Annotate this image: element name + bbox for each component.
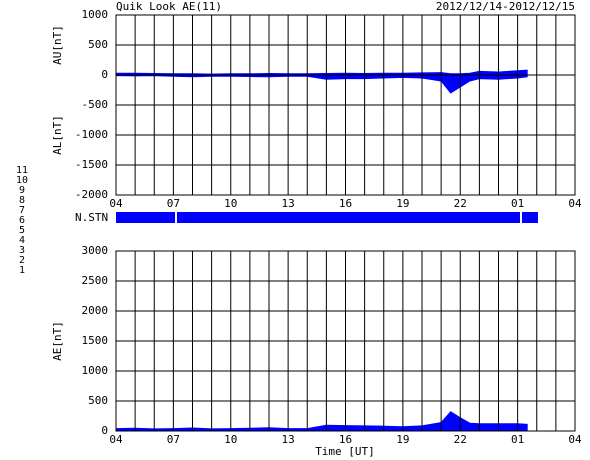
x-tick-label: 13: [282, 197, 295, 210]
y-axis-label: AE[nT]: [51, 321, 64, 361]
x-tick-label: 04: [568, 197, 582, 210]
date-range: 2012/12/14-2012/12/15: [436, 0, 575, 13]
y-tick-label: 0: [101, 424, 108, 437]
x-axis-label: Time [UT]: [315, 445, 375, 458]
station-legend-label: 2: [19, 255, 25, 266]
x-tick-label: 01: [511, 197, 524, 210]
x-tick-label: 04: [109, 197, 123, 210]
x-tick-label: 10: [224, 433, 237, 446]
station-bar: [116, 212, 538, 223]
chart-title: Quik Look AE(11): [116, 0, 222, 13]
x-tick-label: 13: [282, 433, 295, 446]
x-tick-label: 22: [454, 433, 467, 446]
station-legend-label: 8: [19, 195, 25, 206]
y-tick-label: -1000: [75, 128, 108, 141]
y-tick-label: 2000: [82, 304, 109, 317]
plot-frame: [115, 14, 576, 196]
station-bar-segment: [177, 212, 520, 223]
y-tick-label: -500: [82, 98, 109, 111]
y-tick-label: -1500: [75, 158, 108, 171]
station-legend-label: 6: [19, 215, 25, 226]
x-tick-label: 19: [396, 433, 409, 446]
plot-frame: [115, 250, 576, 432]
y-tick-label: 3000: [82, 244, 109, 257]
area: [115, 69, 528, 76]
x-tick-label: 07: [167, 433, 180, 446]
station-bar-segment: [116, 212, 175, 223]
station-legend-label: 5: [19, 225, 25, 236]
y-tick-label: 1500: [82, 334, 109, 347]
y-tick-label: -2000: [75, 188, 108, 201]
x-tick-label: 19: [396, 197, 409, 210]
y-tick-label: 0: [101, 68, 108, 81]
area: [115, 74, 528, 94]
x-tick-label: 16: [339, 433, 352, 446]
y-axis-label: AU[nT]: [51, 25, 64, 65]
station-legend-label: 9: [19, 185, 25, 196]
area: [115, 411, 528, 432]
station-legend-label: 3: [19, 245, 25, 256]
x-tick-label: 10: [224, 197, 237, 210]
station-legend-label: 4: [19, 235, 25, 246]
station-bar-segment: [522, 212, 538, 223]
x-tick-label: 01: [511, 433, 524, 446]
y-tick-label: 1000: [82, 364, 109, 377]
y-tick-label: 1000: [82, 8, 109, 21]
x-tick-label: 16: [339, 197, 352, 210]
station-legend-label: 7: [19, 205, 25, 216]
station-bar-label: N.STN: [75, 211, 108, 224]
station-legend-label: 11: [16, 165, 28, 176]
y-tick-label: 500: [88, 38, 108, 51]
y-axis-label: AL[nT]: [51, 115, 64, 155]
x-tick-label: 04: [568, 433, 582, 446]
x-tick-label: 22: [454, 197, 467, 210]
x-tick-label: 07: [167, 197, 180, 210]
station-legend-label: 10: [16, 175, 28, 186]
station-legend-label: 1: [19, 265, 25, 276]
y-tick-label: 500: [88, 394, 108, 407]
y-tick-label: 2500: [82, 274, 109, 287]
x-tick-label: 04: [109, 433, 123, 446]
